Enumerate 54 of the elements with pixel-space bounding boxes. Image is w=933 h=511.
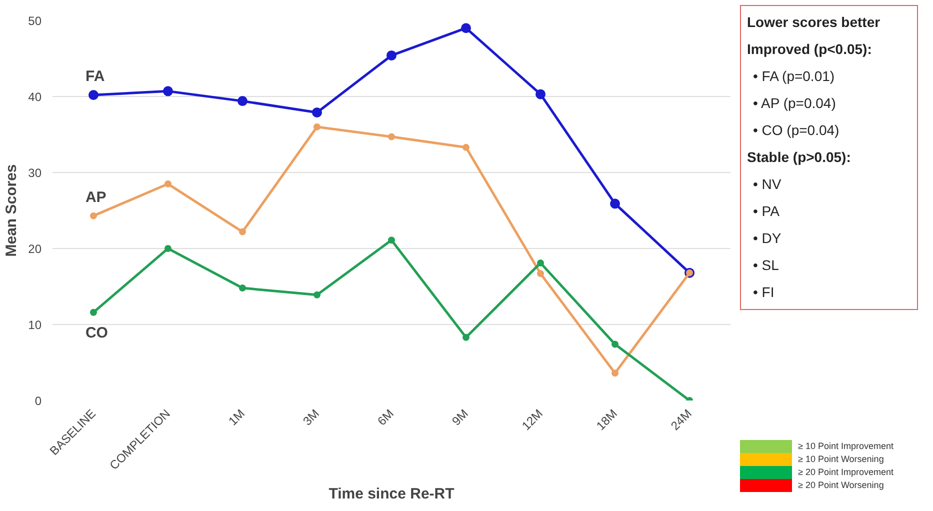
point xyxy=(164,180,172,188)
text: • FA (p=0.01) xyxy=(752,67,836,86)
point xyxy=(388,236,395,244)
point xyxy=(238,284,246,292)
point xyxy=(164,245,172,252)
text: Lower scores better xyxy=(747,13,882,32)
text: ≥ 20 Point Improvement xyxy=(798,466,894,479)
series-label: AP xyxy=(85,188,106,206)
text: • DY xyxy=(752,229,782,248)
point xyxy=(237,96,248,106)
text: ≥ 10 Point Improvement xyxy=(798,440,894,453)
text: • FI xyxy=(752,283,776,302)
y-tick-label: 50 xyxy=(28,14,42,28)
text: ≥ 10 Point Worsening xyxy=(798,453,884,466)
x-tick-label: 9M xyxy=(449,406,471,428)
text: • CO (p=0.04) xyxy=(752,121,840,140)
point xyxy=(90,308,97,316)
point xyxy=(313,123,320,130)
point xyxy=(162,86,173,96)
point xyxy=(536,89,546,100)
point xyxy=(537,270,544,278)
x-tick-label: 3M xyxy=(300,406,322,428)
point xyxy=(386,50,396,60)
y-tick-label: 40 xyxy=(28,90,42,104)
text: • SL xyxy=(752,256,780,275)
y-axis-title: Mean Scores xyxy=(3,164,20,257)
point xyxy=(612,340,619,348)
text: ≥ 20 Point Worsening xyxy=(798,479,884,492)
y-tick-label: 30 xyxy=(28,166,42,180)
point xyxy=(313,291,320,298)
text: • PA xyxy=(752,202,780,221)
y-tick-label: 0 xyxy=(34,394,42,408)
text: Stable (p>0.05): xyxy=(747,148,852,167)
point xyxy=(461,23,472,34)
point xyxy=(388,133,395,140)
x-tick-label: 1M xyxy=(226,406,248,428)
point xyxy=(610,198,620,209)
text: • AP (p=0.04) xyxy=(752,94,837,113)
text: • NV xyxy=(752,175,782,194)
x-axis-title: Time since Re-RT xyxy=(328,485,454,502)
point xyxy=(537,259,544,266)
point xyxy=(238,228,246,236)
x-tick-label: 6M xyxy=(374,406,396,428)
y-tick-label: 20 xyxy=(28,242,42,256)
point xyxy=(312,107,322,118)
point xyxy=(88,90,98,100)
series-label: CO xyxy=(85,324,108,342)
point xyxy=(612,370,619,377)
point xyxy=(462,144,470,151)
y-tick-label: 10 xyxy=(28,318,42,332)
point xyxy=(462,334,470,341)
text: Improved (p<0.05): xyxy=(747,40,873,59)
series-label: FA xyxy=(85,68,105,85)
point xyxy=(90,212,97,220)
